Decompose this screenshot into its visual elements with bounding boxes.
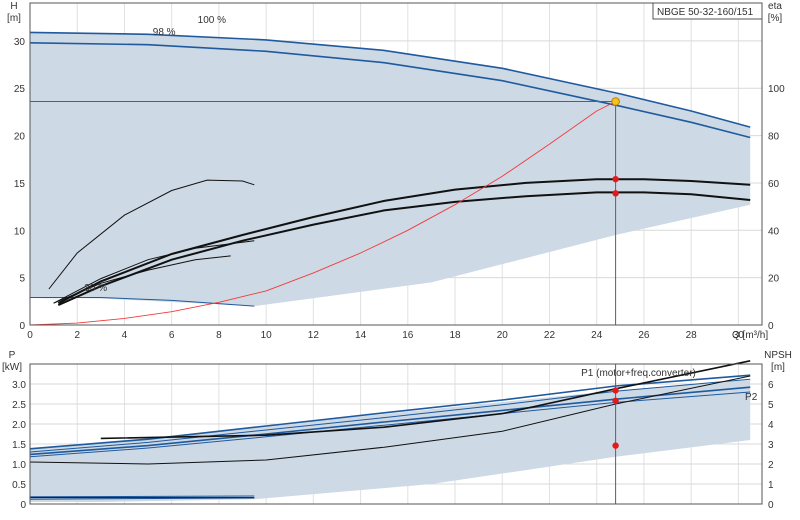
npsh-tick-label: 2	[768, 460, 774, 471]
model-label-box	[652, 2, 763, 20]
y-right-tick-label: 0	[768, 321, 774, 332]
x-axis-label: Q [m³/h]	[732, 330, 768, 341]
power-range-region	[30, 380, 751, 502]
y-tick-label: 30	[14, 37, 26, 48]
y-right-axis-label: eta	[768, 1, 782, 12]
series-head-max	[29, 31, 751, 128]
head-range-region	[30, 32, 751, 307]
power-marker	[612, 397, 619, 404]
head-axis-ticks: 0 2 4 6 8 10 12 14 16 18 20 22 24 26 28 300510152025300…	[14, 37, 785, 341]
power-plot-frame	[29, 363, 763, 505]
series-label: P1 (motor+freq.converter)	[581, 368, 696, 379]
x-tick-label: 12	[308, 330, 320, 341]
x-tick-label: 24	[591, 330, 603, 341]
power-tick-label: 0.5	[12, 480, 26, 491]
series-efficiency-mid-a	[53, 255, 231, 304]
x-tick-label: 18	[449, 330, 461, 341]
npsh-axis-label: [m]	[771, 362, 785, 373]
x-tick-label: 10	[261, 330, 273, 341]
npsh-axis-label: NPSH	[764, 350, 792, 361]
y-right-tick-label: 100	[768, 84, 785, 95]
y-tick-label: 20	[14, 132, 26, 143]
npsh-tick-label: 5	[768, 400, 774, 411]
speed-label: 98 %	[153, 27, 176, 38]
y-tick-label: 10	[14, 226, 26, 237]
power-operating-region	[30, 380, 751, 502]
power-tick-label: 2.0	[12, 420, 26, 431]
head-marker-group	[30, 97, 620, 325]
series-label: P2	[745, 392, 758, 403]
y-right-axis-label: [%]	[768, 13, 783, 24]
y-right-tick-label: 20	[768, 274, 780, 285]
y-right-tick-label: 80	[768, 132, 780, 143]
series-efficiency-98	[57, 191, 751, 307]
series-efficiency-mid-b	[53, 240, 255, 304]
power-axis-label: P	[9, 350, 16, 361]
power-tick-label: 3.0	[12, 380, 26, 391]
y-tick-label: 0	[19, 321, 25, 332]
npsh-tick-label: 6	[768, 380, 774, 391]
series-P2-min	[29, 497, 255, 500]
power-tick-label: 2.5	[12, 400, 26, 411]
x-tick-label: 28	[686, 330, 698, 341]
power-axis-labels: P[kW] NPSH[m] P1 (motor+freq.converter) P2	[2, 350, 792, 403]
head-axis-labels: H[m] eta[%] Q [m³/h] 100 % 98 % 30 %	[7, 1, 782, 341]
speed-label: 100 %	[198, 15, 226, 26]
power-marker-group	[612, 364, 619, 504]
x-tick-label: 0	[27, 330, 33, 341]
npsh-tick-label: 0	[768, 500, 774, 511]
efficiency-marker	[612, 175, 619, 183]
npsh-tick-label: 3	[768, 440, 774, 451]
power-tick-label: 1.0	[12, 460, 26, 471]
power-axis-label: [kW]	[2, 362, 22, 373]
y-tick-label: 25	[14, 84, 26, 95]
y-tick-label: 15	[14, 179, 26, 190]
model-label: NBGE 50-32-160/151	[657, 7, 754, 18]
series-P1-min	[29, 495, 255, 498]
y-tick-label: 5	[19, 274, 25, 285]
x-tick-label: 20	[497, 330, 509, 341]
y-right-tick-label: 60	[768, 179, 780, 190]
series-efficiency-min	[48, 179, 255, 290]
head-series-group	[29, 31, 751, 326]
power-tick-label: 0	[20, 500, 26, 511]
series-efficiency-max	[57, 178, 751, 305]
x-tick-label: 14	[355, 330, 367, 341]
head-efficiency-panel: 0 2 4 6 8 10 12 14 16 18 20 22 24 26 28 300510152025300…	[7, 1, 785, 341]
x-tick-label: 2	[74, 330, 80, 341]
power-marker	[612, 387, 619, 394]
x-tick-label: 16	[402, 330, 414, 341]
y-axis-label: H	[10, 1, 17, 12]
head-operating-region	[30, 32, 751, 307]
x-tick-label: 30	[733, 330, 745, 341]
power-marker	[612, 442, 619, 449]
power-tick-label: 1.5	[12, 440, 26, 451]
npsh-tick-label: 1	[768, 480, 774, 491]
head-plot-frame	[29, 2, 763, 326]
power-axis-ticks: 0 0.5 1.0 1.5 2.0 2.5 3.0 0 1 2 3 4 5 6	[12, 380, 774, 511]
series-head-98	[29, 42, 751, 139]
x-tick-label: 26	[638, 330, 650, 341]
duty-point	[611, 97, 620, 106]
x-tick-label: 4	[122, 330, 128, 341]
y-right-tick-label: 40	[768, 226, 780, 237]
series-NPSH-98	[100, 360, 751, 440]
x-tick-label: 6	[169, 330, 175, 341]
npsh-tick-label: 4	[768, 420, 774, 431]
y-axis-label: [m]	[7, 13, 21, 24]
speed-label: 30 %	[84, 283, 107, 294]
efficiency-marker	[612, 190, 619, 197]
x-tick-label: 8	[216, 330, 222, 341]
series-system-curve	[29, 101, 616, 326]
x-tick-label: 22	[544, 330, 556, 341]
